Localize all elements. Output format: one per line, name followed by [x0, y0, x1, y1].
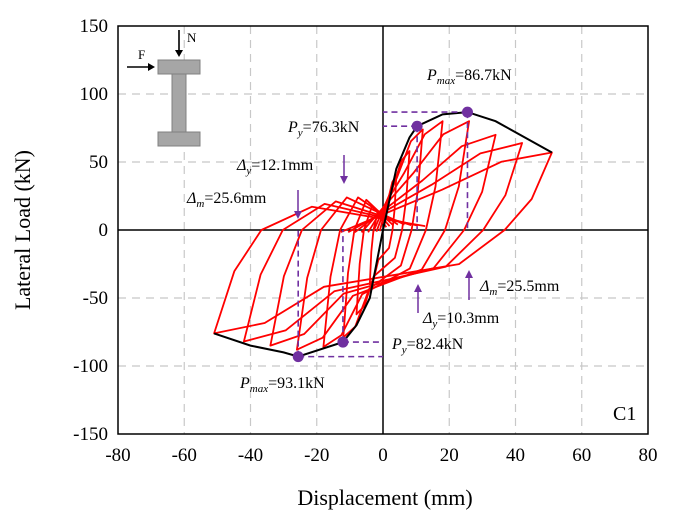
- key-point-P_max_pos: [461, 106, 473, 118]
- x-tick-label: 60: [572, 445, 591, 466]
- y-tick-label: 150: [80, 16, 109, 37]
- x-tick-label: 80: [639, 445, 658, 466]
- guide-lines: [297, 111, 469, 358]
- dy-pos-label: Δy=10.3mm: [422, 310, 500, 330]
- x-tick-label: -20: [304, 445, 329, 466]
- x-tick-label: -40: [238, 445, 263, 466]
- dm-pos-arrowhead: [465, 270, 473, 278]
- y-tick-label: -100: [73, 356, 108, 377]
- key-point-P_y_neg: [337, 336, 349, 348]
- annotation-arrows: [294, 155, 473, 313]
- py-neg-label: Py=82.4kN: [391, 336, 464, 356]
- bottom-flange: [157, 131, 201, 147]
- dm-pos-label: Δm=25.5mm: [479, 278, 560, 298]
- dy-neg-label: Δy=12.1mm: [236, 157, 314, 177]
- top-flange: [157, 59, 201, 75]
- key-point-P_max_neg: [292, 351, 304, 363]
- hysteresis-loop: [243, 142, 523, 343]
- y-tick-label: 100: [80, 84, 109, 105]
- y-tick-label: 50: [89, 152, 108, 173]
- hysteresis-loop: [296, 120, 470, 351]
- py-pos-label: Py=76.3kN: [287, 119, 360, 139]
- hysteresis-loop: [355, 150, 411, 316]
- y-tick-labels: 150 100 50 0 -50 -100 -150: [73, 16, 108, 445]
- key-point-P_y_pos: [411, 120, 423, 132]
- y-tick-label: 0: [99, 220, 109, 241]
- section-inset: N F: [127, 30, 201, 147]
- plot-frame: [117, 25, 649, 435]
- x-tick-label: -80: [105, 445, 130, 466]
- dy-neg-arrowhead: [340, 176, 348, 184]
- axial-load-label: N: [187, 30, 197, 45]
- lateral-arrow-head: [148, 63, 155, 71]
- x-tick-label: -60: [172, 445, 197, 466]
- y-tick-label: -150: [73, 424, 108, 445]
- axial-arrow-head: [175, 50, 183, 57]
- panel-label: C1: [613, 403, 636, 425]
- hysteresis-loop: [213, 151, 553, 335]
- skeleton-curve: [213, 111, 553, 358]
- y-axis-title: Lateral Load (kN): [10, 150, 35, 310]
- x-tick-labels: -80 -60 -40 -20 0 20 40 60 80: [105, 445, 657, 466]
- x-tick-label: 20: [440, 445, 459, 466]
- dm-neg-label: Δm=25.6mm: [186, 190, 267, 210]
- x-tick-label: 0: [378, 445, 388, 466]
- y-tick-label: -50: [83, 288, 108, 309]
- lateral-force-label: F: [138, 47, 145, 62]
- pmax-neg-label: Pmax=93.1kN: [239, 375, 325, 395]
- dm-neg-arrowhead: [294, 211, 302, 219]
- pmax-pos-label: Pmax=86.7kN: [426, 67, 512, 87]
- dy-pos-arrowhead: [414, 284, 422, 292]
- x-tick-label: 40: [506, 445, 525, 466]
- skeleton-line: [213, 111, 553, 358]
- web: [171, 73, 187, 133]
- key-point-markers: [292, 106, 473, 363]
- x-axis-title: Displacement (mm): [297, 485, 472, 510]
